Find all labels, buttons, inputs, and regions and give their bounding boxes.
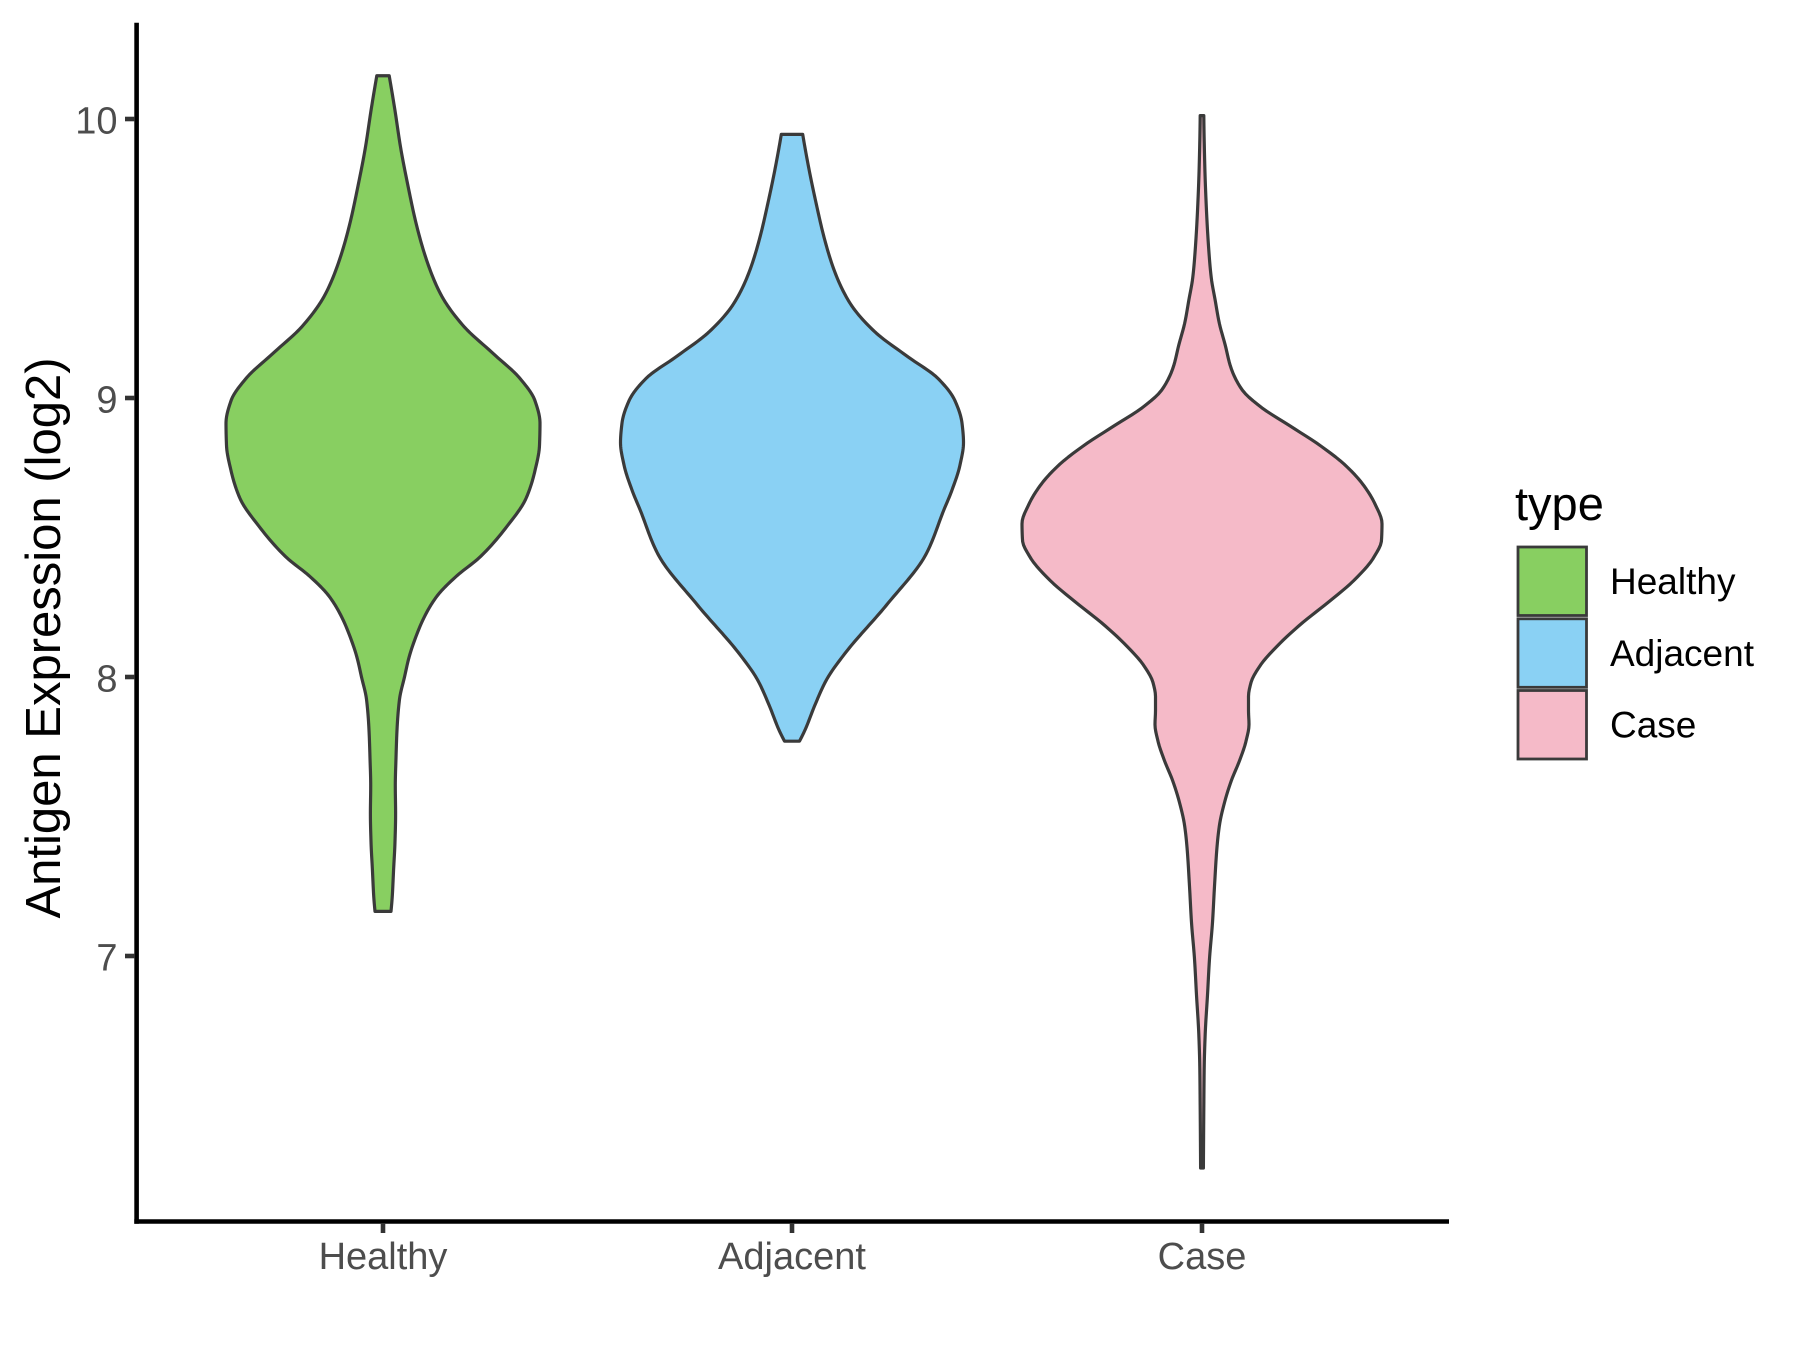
svg-text:Healthy: Healthy — [1610, 561, 1736, 602]
svg-text:10: 10 — [75, 101, 117, 143]
svg-text:Adjacent: Adjacent — [1610, 633, 1755, 674]
svg-text:7: 7 — [96, 938, 117, 980]
svg-text:Healthy: Healthy — [319, 1236, 448, 1278]
svg-text:Adjacent: Adjacent — [718, 1236, 866, 1278]
svg-text:type: type — [1515, 477, 1604, 530]
svg-text:Antigen Expression (log2): Antigen Expression (log2) — [17, 357, 71, 918]
svg-text:Case: Case — [1158, 1236, 1247, 1278]
svg-text:8: 8 — [96, 659, 117, 701]
svg-text:Case: Case — [1610, 705, 1696, 746]
svg-text:9: 9 — [96, 380, 117, 422]
